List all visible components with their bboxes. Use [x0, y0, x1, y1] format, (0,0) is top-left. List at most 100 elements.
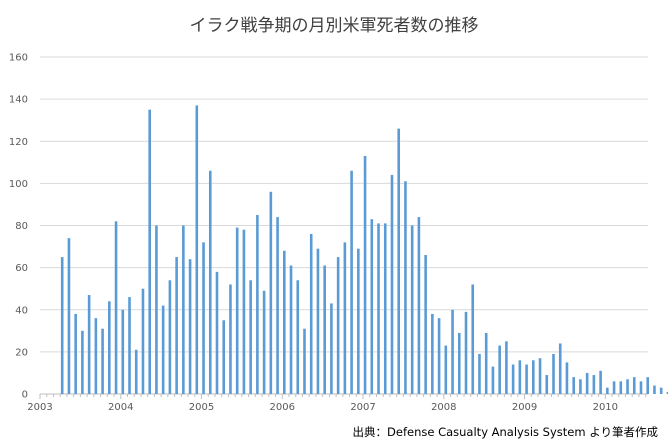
bar	[437, 318, 441, 394]
bar	[558, 343, 562, 394]
bar	[491, 366, 495, 394]
bar	[404, 181, 407, 394]
bar	[128, 297, 131, 394]
bar	[316, 248, 320, 394]
bar	[323, 265, 326, 394]
bar	[390, 174, 394, 394]
bar	[370, 219, 374, 394]
bar	[505, 341, 508, 394]
bar	[289, 265, 293, 394]
bar	[599, 370, 602, 394]
bar	[161, 305, 165, 394]
bar	[639, 381, 643, 394]
bar	[653, 385, 656, 394]
y-tick-label: 40	[15, 305, 28, 316]
x-tick-label: 2004	[108, 402, 133, 413]
bar	[242, 229, 246, 394]
x-tick-label: 2005	[189, 402, 214, 413]
bar	[269, 191, 273, 394]
bar	[619, 381, 623, 394]
bar	[410, 225, 414, 394]
bar	[471, 284, 475, 394]
bar	[222, 320, 226, 394]
bar	[626, 379, 629, 394]
bar	[256, 214, 259, 394]
bar	[592, 375, 596, 394]
chart-title: イラク戦争期の月別米軍死者数の推移	[190, 16, 479, 36]
bar	[464, 311, 468, 394]
bar	[81, 330, 84, 394]
bar	[431, 313, 434, 394]
bar	[457, 332, 461, 394]
bar	[532, 360, 535, 394]
bar	[572, 377, 575, 394]
bar	[235, 227, 239, 394]
bar	[121, 309, 125, 394]
bar	[646, 377, 650, 394]
x-tick-label: 2003	[27, 402, 52, 413]
y-tick-label: 80	[15, 221, 28, 232]
bar	[94, 318, 98, 394]
bar	[208, 170, 212, 394]
x-tick-label: 2006	[270, 402, 295, 413]
bar	[148, 109, 151, 394]
bar	[101, 328, 104, 394]
bar	[478, 353, 481, 394]
bar	[444, 345, 448, 394]
bar	[377, 223, 380, 394]
bar	[303, 328, 306, 394]
bar	[175, 257, 178, 394]
bar	[397, 128, 401, 395]
bar	[336, 257, 340, 394]
y-tick-label: 20	[15, 347, 28, 358]
bar	[606, 387, 609, 394]
bar	[141, 288, 145, 394]
bar	[60, 257, 64, 394]
bar	[552, 353, 555, 394]
bar	[363, 155, 367, 394]
bar	[666, 391, 668, 394]
bar	[108, 301, 111, 394]
bar	[343, 242, 347, 394]
bar	[579, 379, 582, 394]
bar	[229, 284, 232, 394]
bar	[417, 217, 421, 394]
bar	[155, 225, 158, 394]
bar	[276, 217, 279, 394]
bar	[215, 271, 219, 394]
bar	[612, 381, 616, 394]
bar	[357, 248, 360, 394]
y-axis-labels: 0 20 40 60 80 100 120 140 160	[9, 53, 28, 401]
x-tick-label: 2007	[350, 402, 375, 413]
bar	[511, 364, 515, 394]
bar	[585, 372, 589, 394]
bar	[67, 238, 71, 394]
bar	[296, 280, 300, 394]
bar	[565, 362, 569, 394]
bar	[525, 364, 528, 394]
y-tick-label: 60	[15, 263, 28, 274]
x-tick-label: 2009	[512, 402, 537, 413]
bar	[202, 242, 205, 394]
bar	[451, 309, 454, 394]
bar	[518, 360, 522, 394]
bar	[249, 280, 252, 394]
bar	[114, 221, 118, 394]
bar	[87, 295, 91, 394]
bar	[283, 250, 286, 394]
bar	[659, 387, 663, 394]
bar	[309, 233, 313, 394]
y-tick-label: 120	[9, 137, 28, 148]
x-axis-labels: 200320042005200620072008200920102011	[27, 394, 647, 413]
chart-source: 出典：Defense Casualty Analysis System より筆者…	[353, 425, 659, 439]
bar	[350, 170, 353, 394]
bar	[545, 375, 549, 394]
bar	[383, 223, 387, 394]
bar	[262, 290, 266, 394]
bar-layer	[60, 105, 668, 395]
bar	[330, 303, 333, 394]
bar	[188, 259, 192, 394]
y-tick-label: 100	[9, 179, 28, 190]
x-tick-label: 2010	[593, 402, 618, 413]
